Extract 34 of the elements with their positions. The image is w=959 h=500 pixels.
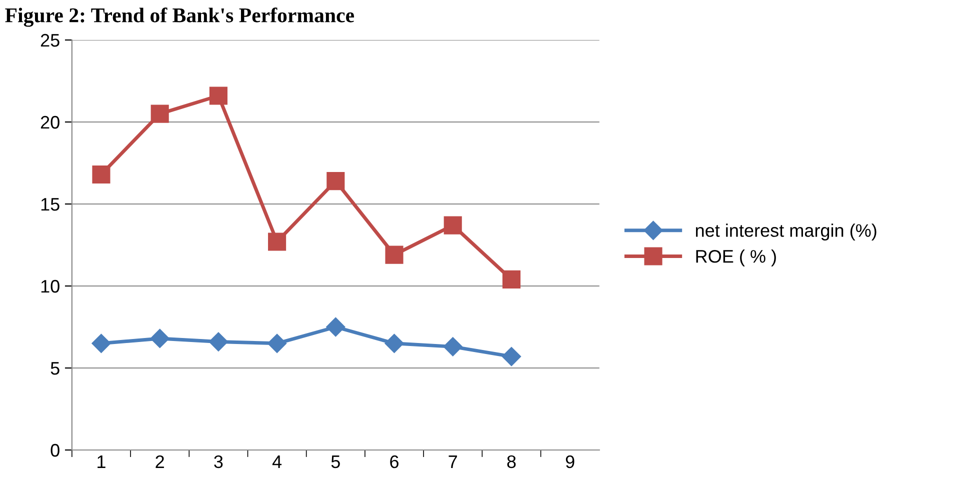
x-tick-label: 9: [566, 455, 574, 468]
legend-label: ROE ( % ): [696, 250, 776, 266]
point: [150, 328, 170, 348]
point: [268, 334, 287, 353]
point: [444, 216, 462, 234]
y-tick-label: 5: [50, 362, 60, 375]
point: [268, 232, 286, 251]
point: [326, 172, 345, 190]
legend-label: net interest margin (%): [696, 224, 876, 240]
x-tick-label: 2: [156, 455, 164, 468]
x-tick-label: 1: [98, 456, 106, 468]
point: [92, 165, 110, 184]
point: [502, 346, 521, 366]
x-tick-label: 8: [507, 455, 516, 468]
x-tick-label: 7: [448, 456, 457, 468]
point: [443, 337, 462, 356]
point: [326, 317, 346, 337]
y-tick-label: 0: [50, 444, 60, 457]
point: [209, 86, 228, 105]
y-tick-label: 10: [41, 280, 60, 293]
chart-title: Figure 2: Trend of Bank's Performance: [5, 8, 354, 27]
point: [385, 246, 404, 264]
x-tick-label: 4: [272, 456, 282, 468]
point: [502, 270, 520, 288]
point: [208, 332, 228, 352]
point: [150, 104, 169, 123]
y-tick-label: 25: [40, 34, 60, 47]
point: [384, 334, 404, 353]
point: [92, 334, 111, 353]
y-tick-label: 15: [41, 198, 60, 211]
y-tick-label: 20: [40, 116, 60, 129]
x-tick-label: 5: [331, 456, 340, 468]
x-tick-label: 6: [390, 455, 398, 468]
x-tick-label: 3: [214, 455, 223, 468]
